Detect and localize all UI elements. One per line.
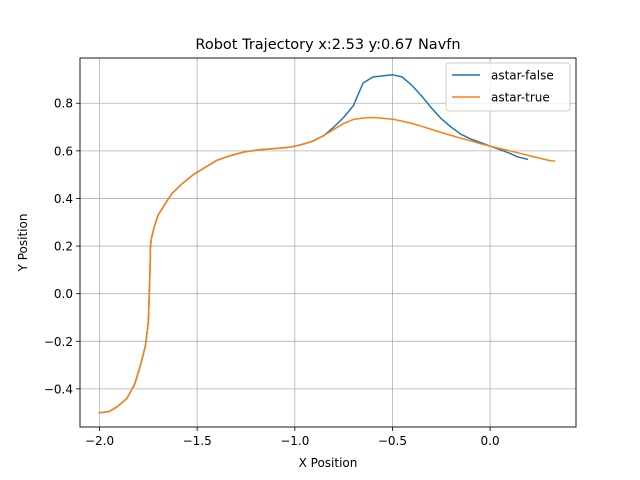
x-tick-label: 0.0 [481,434,500,448]
x-tick-label: −2.0 [85,434,114,448]
x-axis-label: X Position [299,456,358,470]
y-tick-label: 0.2 [54,240,73,254]
series-line-astar-true [98,116,556,414]
y-axis-ticks: −0.4 −0.2 0.0 0.2 0.4 0.6 0.8 [44,97,80,396]
y-tick-label: 0.8 [54,97,73,111]
legend-label-astar-true: astar-true [491,91,550,105]
chart-title: Robot Trajectory x:2.53 y:0.67 Navfn [195,37,460,53]
x-tick-label: −1.0 [280,434,309,448]
x-tick-label: −0.5 [378,434,407,448]
y-axis-label: Y Position [16,214,30,273]
y-tick-label: 0.6 [54,144,73,158]
legend: astar-false astar-true [445,62,571,112]
plot-lines [98,73,556,414]
legend-label-astar-false: astar-false [491,69,554,83]
y-tick-label: 0.4 [54,192,73,206]
x-axis-ticks: −2.0 −1.5 −1.0 −0.5 0.0 [85,427,500,448]
y-tick-label: 0.0 [54,287,73,301]
plot-frame [79,57,577,428]
y-tick-label: −0.4 [44,382,73,396]
y-tick-label: −0.2 [44,335,73,349]
x-tick-label: −1.5 [183,434,212,448]
grid [80,58,576,427]
